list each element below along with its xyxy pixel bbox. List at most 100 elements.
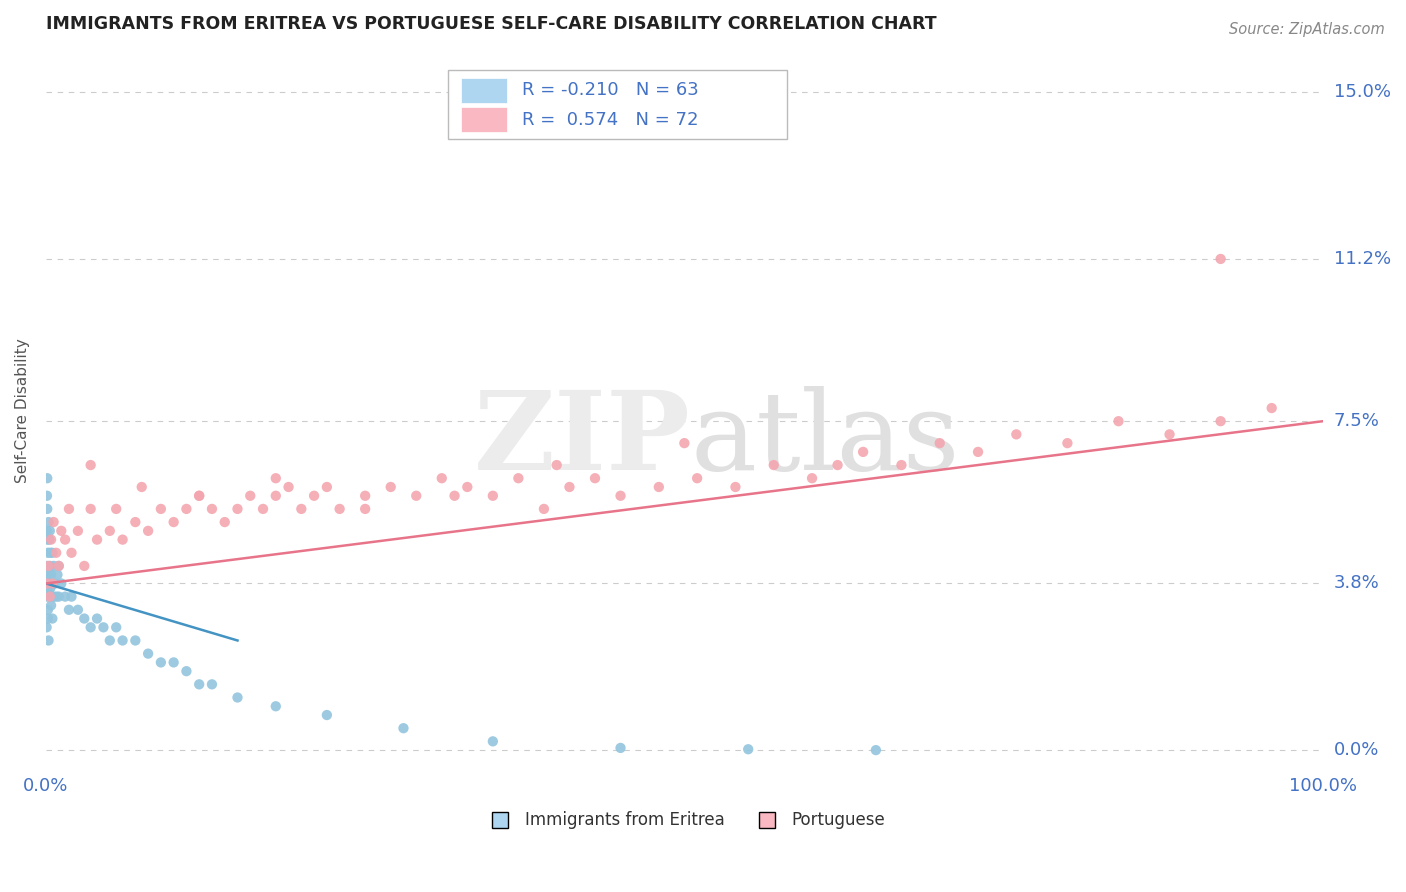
Point: [37, 611, 59, 625]
Point: [51, 576, 73, 591]
Point: [482, 734, 505, 748]
Point: [35, 576, 58, 591]
Point: [38, 590, 60, 604]
Point: [48, 590, 70, 604]
Point: [51, 524, 73, 538]
Point: [105, 502, 128, 516]
Point: [176, 664, 198, 678]
Point: [1005, 427, 1028, 442]
Point: [73, 611, 96, 625]
Point: [105, 620, 128, 634]
Text: 3.8%: 3.8%: [1334, 574, 1379, 592]
Point: [264, 699, 287, 714]
Point: [58, 603, 80, 617]
Point: [41, 611, 63, 625]
Point: [111, 533, 134, 547]
Point: [801, 471, 824, 485]
FancyBboxPatch shape: [461, 78, 508, 103]
Point: [648, 480, 671, 494]
Point: [37, 546, 59, 560]
Text: 0.0%: 0.0%: [1334, 741, 1379, 759]
Point: [131, 480, 153, 494]
FancyBboxPatch shape: [449, 70, 786, 139]
Point: [163, 515, 186, 529]
Point: [48, 558, 70, 573]
Point: [79, 620, 101, 634]
Point: [354, 502, 377, 516]
Point: [1159, 427, 1181, 442]
Point: [239, 489, 262, 503]
Point: [42, 558, 65, 573]
Text: R =  0.574   N = 72: R = 0.574 N = 72: [522, 111, 699, 128]
Point: [252, 502, 274, 516]
Point: [58, 502, 80, 516]
Point: [37, 533, 59, 547]
Point: [66, 524, 89, 538]
Point: [443, 489, 465, 503]
Point: [38, 558, 60, 573]
Point: [686, 471, 709, 485]
Point: [865, 743, 887, 757]
Point: [73, 558, 96, 573]
Point: [42, 515, 65, 529]
Point: [35, 558, 58, 573]
Point: [1209, 252, 1232, 266]
Point: [214, 515, 236, 529]
Point: [928, 436, 950, 450]
Point: [38, 567, 60, 582]
Point: [290, 502, 312, 516]
Point: [201, 502, 224, 516]
Point: [98, 524, 121, 538]
Point: [188, 677, 211, 691]
Point: [852, 445, 875, 459]
Point: [35, 620, 58, 634]
Point: [405, 489, 427, 503]
FancyBboxPatch shape: [461, 107, 508, 132]
Point: [329, 502, 352, 516]
Point: [41, 576, 63, 591]
Point: [66, 603, 89, 617]
Point: [37, 603, 59, 617]
Point: [37, 502, 59, 516]
Point: [38, 558, 60, 573]
Point: [38, 590, 60, 604]
Y-axis label: Self-Care Disability: Self-Care Disability: [15, 338, 30, 483]
Point: [35, 590, 58, 604]
Point: [35, 524, 58, 538]
Point: [673, 436, 696, 450]
Point: [583, 471, 606, 485]
Point: [48, 558, 70, 573]
Point: [762, 458, 785, 472]
Point: [45, 546, 67, 560]
Point: [201, 677, 224, 691]
Point: [53, 590, 76, 604]
Text: atlas: atlas: [690, 385, 960, 492]
Point: [45, 590, 67, 604]
Point: [136, 647, 159, 661]
Point: [609, 489, 631, 503]
Point: [38, 576, 60, 591]
Text: R = -0.210   N = 63: R = -0.210 N = 63: [522, 81, 699, 99]
Point: [149, 656, 172, 670]
Point: [86, 533, 108, 547]
Point: [39, 567, 62, 582]
Point: [39, 533, 62, 547]
Legend: Immigrants from Eritrea, Portuguese: Immigrants from Eritrea, Portuguese: [477, 805, 891, 836]
Point: [44, 576, 66, 591]
Point: [38, 533, 60, 547]
Text: ZIP: ZIP: [474, 385, 690, 492]
Point: [277, 480, 299, 494]
Point: [482, 489, 505, 503]
Point: [392, 721, 415, 735]
Point: [124, 633, 146, 648]
Point: [967, 445, 990, 459]
Point: [60, 590, 83, 604]
Point: [163, 656, 186, 670]
Point: [456, 480, 478, 494]
Text: 11.2%: 11.2%: [1334, 250, 1391, 268]
Point: [98, 633, 121, 648]
Point: [1260, 401, 1282, 415]
Point: [37, 471, 59, 485]
Point: [86, 611, 108, 625]
Point: [315, 708, 337, 723]
